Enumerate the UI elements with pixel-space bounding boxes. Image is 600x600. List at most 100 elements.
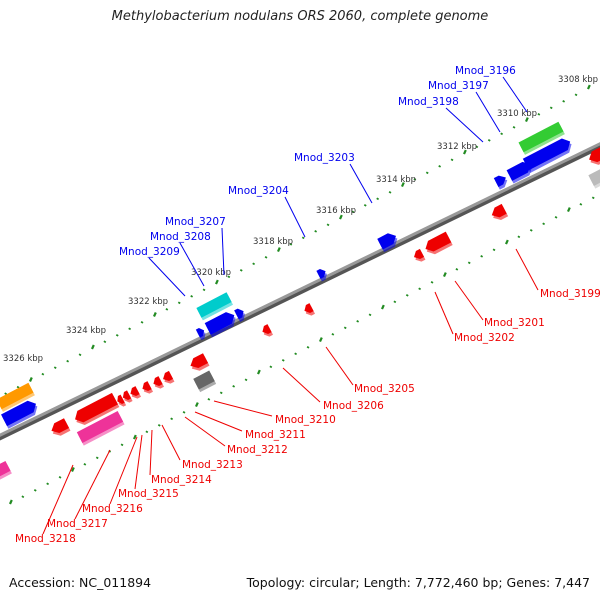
gene-grey[interactable] [588,166,600,189]
minor-tick [115,333,119,337]
gene-label-mnod_3196[interactable]: Mnod_3196 [455,65,516,77]
gene-reverse[interactable] [72,392,120,428]
gene-label-mnod_3206[interactable]: Mnod_3206 [323,400,384,412]
gene-reverse[interactable] [161,370,175,386]
tick-label: 3312 kbp [437,142,477,152]
gene-label-mnod_3214[interactable]: Mnod_3214 [151,474,212,486]
tick-label: 3308 kbp [558,75,598,85]
gene-forward[interactable] [195,326,208,341]
gene-forward[interactable] [493,173,510,190]
minor-tick [207,397,211,401]
gene-label-mnod_3205[interactable]: Mnod_3205 [354,383,415,395]
minor-tick [252,262,256,266]
gene-label-mnod_3217[interactable]: Mnod_3217 [47,518,108,530]
major-tick [70,467,75,472]
gene-green[interactable] [518,121,565,155]
major-tick [338,214,343,220]
gene-reverse[interactable] [188,353,210,373]
gene-cyan[interactable] [196,292,234,321]
major-tick [132,434,137,440]
gene-pink[interactable] [76,411,125,446]
gene-label-mnod_3211[interactable]: Mnod_3211 [245,429,306,441]
gene-reverse[interactable] [121,390,133,404]
gene-reverse[interactable] [412,248,426,264]
gene-label-mnod_3202[interactable]: Mnod_3202 [454,332,515,344]
minor-tick [289,242,293,246]
gene-reverse[interactable] [423,231,453,257]
gene-label-mnod_3215[interactable]: Mnod_3215 [118,488,179,500]
gene-label-mnod_3199[interactable]: Mnod_3199 [540,288,600,300]
gene-reverse[interactable] [151,376,165,390]
gene-reverse[interactable] [260,324,274,338]
gene-forward[interactable] [204,309,239,338]
minor-tick [128,327,132,331]
gene-label-mnod_3197[interactable]: Mnod_3197 [428,80,489,92]
gene-reverse[interactable] [115,394,127,408]
gene-forward[interactable] [377,231,400,253]
minor-tick [455,268,459,271]
page-title: Methylobacterium nodulans ORS 2060, comp… [111,9,489,24]
gene-label-mnod_3216[interactable]: Mnod_3216 [82,503,143,515]
gene-orange[interactable] [0,382,35,412]
tick-label: 3324 kbp [66,326,106,336]
major-tick [586,84,591,90]
minor-tick [219,391,223,395]
minor-tick [227,275,231,279]
minor-tick [326,223,330,227]
gene-label-mnod_3207[interactable]: Mnod_3207 [165,216,226,228]
gene-reverse[interactable] [302,303,316,317]
minor-tick [500,132,504,136]
gene-label-mnod_3209[interactable]: Mnod_3209 [119,246,180,258]
gene-label-mnod_3201[interactable]: Mnod_3201 [484,317,545,329]
major-tick [276,247,281,252]
minor-tick [356,320,360,323]
gene-forward[interactable] [1,398,40,429]
accession-text: Accession: NC_011894 [9,575,152,590]
minor-tick [202,288,206,292]
gene-reverse[interactable] [489,203,509,223]
minor-tick [103,340,107,344]
minor-tick [591,196,595,200]
gene-label-mnod_3204[interactable]: Mnod_3204 [228,185,289,197]
minor-tick [140,320,144,324]
minor-tick [388,190,392,194]
backbone-shadow [0,142,600,441]
minor-tick [41,372,45,376]
label-leader [148,257,186,297]
minor-tick [430,281,434,284]
minor-tick [145,430,149,434]
major-tick [566,207,571,213]
minor-tick [95,456,99,460]
gene-forward[interactable] [234,307,247,322]
gene-reverse[interactable] [140,381,154,395]
label-leader [349,163,373,204]
gene-label-mnod_3208[interactable]: Mnod_3208 [150,231,211,243]
minor-tick [244,378,248,382]
gene-label-mnod_3218[interactable]: Mnod_3218 [15,533,76,545]
gene-reverse[interactable] [586,145,600,168]
tick-label: 3310 kbp [497,109,537,119]
gene-label-mnod_3210[interactable]: Mnod_3210 [275,414,336,426]
minor-tick [418,287,422,291]
minor-tick [78,353,82,357]
gene-reverse[interactable] [128,386,142,400]
minor-tick [537,113,541,116]
label-leader [149,429,153,476]
gene-label-mnod_3198[interactable]: Mnod_3198 [398,96,459,108]
gene-pink[interactable] [0,460,12,482]
gene-reverse[interactable] [49,418,71,438]
tick-label: 3318 kbp [253,237,293,247]
minor-tick [529,229,533,232]
minor-tick [58,475,62,479]
gene-label-mnod_3203[interactable]: Mnod_3203 [294,152,355,164]
minor-tick [53,366,57,370]
label-leader [515,248,539,291]
gene-forward[interactable] [506,159,535,184]
gene-label-mnod_3212[interactable]: Mnod_3212 [227,444,288,456]
gene-forward[interactable] [316,267,329,282]
gene-label-mnod_3213[interactable]: Mnod_3213 [182,459,243,471]
gene-forward[interactable] [522,136,575,173]
gene-grey[interactable] [193,370,217,393]
